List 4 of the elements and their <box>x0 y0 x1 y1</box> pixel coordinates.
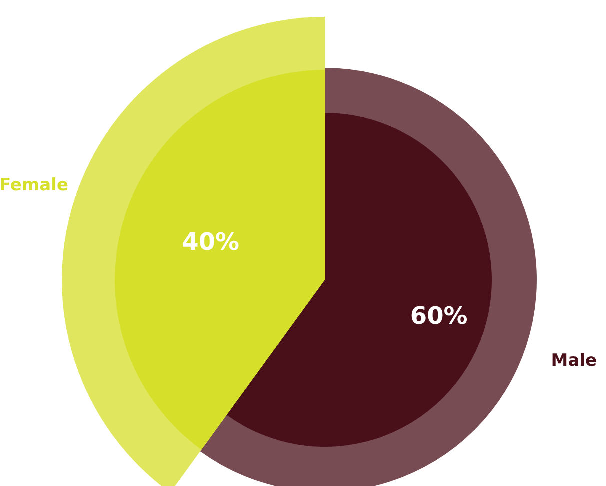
slice-label: Male <box>551 350 598 371</box>
data-label: 40% <box>182 228 240 256</box>
data-label: 60% <box>410 302 468 330</box>
slice-label: Female <box>0 175 68 196</box>
